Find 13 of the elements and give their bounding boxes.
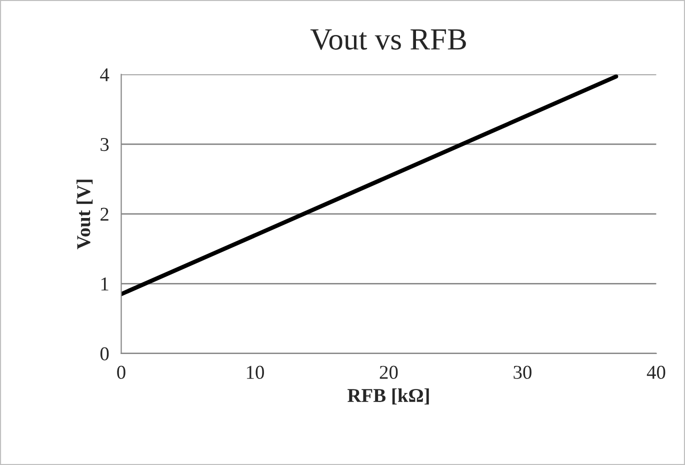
x-tick-label: 20 — [380, 366, 398, 379]
y-axis-title: Vout [V] — [76, 180, 93, 250]
x-tick-label: 40 — [646, 366, 666, 379]
y-tick-label: 1 — [101, 278, 108, 290]
chart-title: Vout vs RFB — [310, 29, 466, 50]
y-tick-label: 0 — [100, 347, 109, 360]
x-tick-label: 30 — [514, 366, 532, 379]
x-tick-label: 10 — [246, 366, 264, 379]
x-tick-label: 0 — [117, 366, 126, 379]
y-tick-label: 2 — [100, 208, 108, 221]
y-tick-label: 4 — [100, 68, 110, 82]
x-axis-title: RFB [kΩ] — [348, 388, 429, 404]
y-tick-label: 3 — [100, 138, 109, 152]
